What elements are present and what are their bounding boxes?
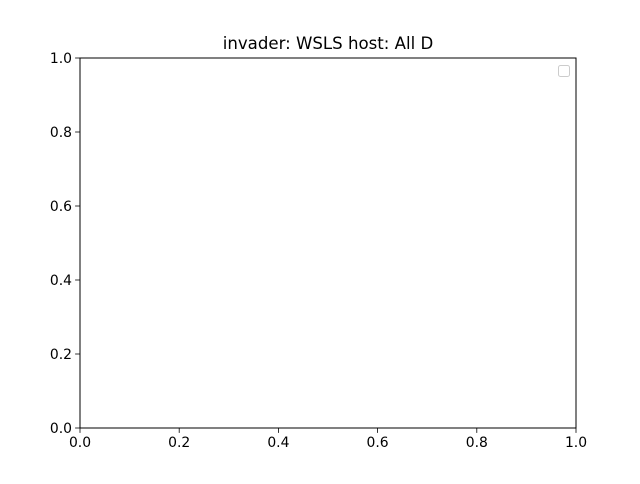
x-tick-label: 0.0: [69, 435, 91, 451]
x-tick-label: 1.0: [565, 435, 587, 451]
x-tick-label: 0.8: [466, 435, 488, 451]
y-axis: 0.0 0.2 0.4 0.6 0.8 1.0: [50, 51, 80, 437]
y-tick-label: 0.0: [50, 421, 72, 437]
x-tick-label: 0.4: [267, 435, 289, 451]
legend-box: [558, 65, 570, 77]
y-tick-label: 0.6: [50, 199, 72, 215]
chart-title: invader: WSLS host: All D: [223, 34, 434, 53]
y-tick-label: 0.4: [50, 273, 72, 289]
x-axis: 0.0 0.2 0.4 0.6 0.8 1.0: [69, 428, 587, 451]
x-tick-label: 0.2: [168, 435, 190, 451]
x-tick-label: 0.6: [367, 435, 389, 451]
y-tick-label: 0.2: [50, 347, 72, 363]
y-tick-label: 0.8: [50, 125, 72, 141]
plot-area: [79, 57, 577, 429]
y-tick-label: 1.0: [50, 51, 72, 67]
